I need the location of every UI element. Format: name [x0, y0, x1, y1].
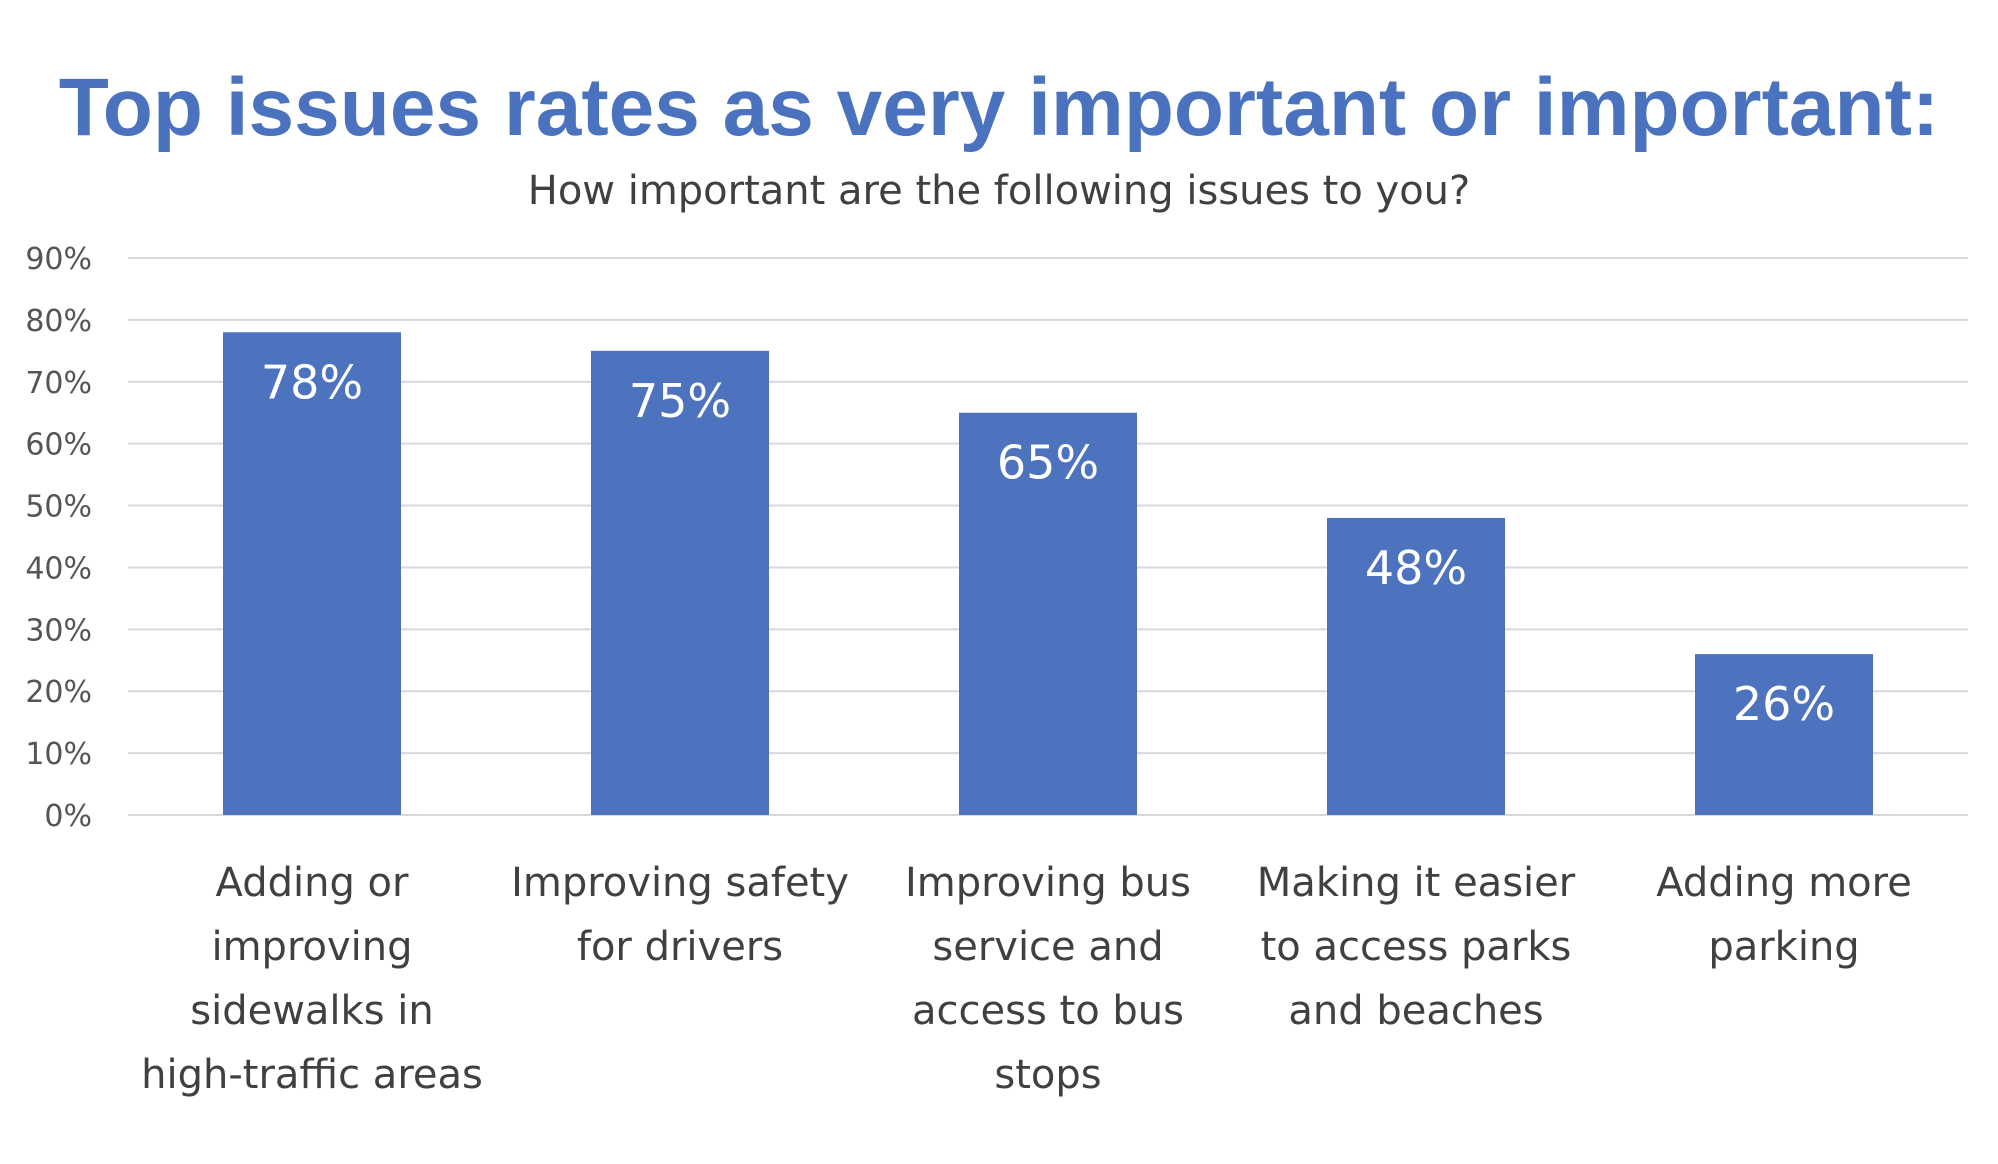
category-label-line: high-traffic areas — [141, 1052, 483, 1098]
y-tick-label: 20% — [25, 675, 92, 710]
y-tick-label: 0% — [44, 799, 92, 834]
category-label: Improving bus service and access to bus sto… — [905, 860, 1191, 1098]
category-labels: Adding or improving sidewalks in high-traff… — [141, 860, 1912, 1098]
y-axis-ticks: 0% 10% 20% 30% 40% 50% 60% 70% 80% 90% — [25, 242, 92, 834]
category-label-line: service and — [932, 924, 1163, 970]
bar — [591, 350, 769, 815]
chart-title: Top issues rates as very important or im… — [58, 62, 1940, 153]
bar — [1695, 654, 1873, 815]
category-label-line: Making it easier — [1257, 860, 1576, 906]
bar — [959, 412, 1137, 815]
y-tick-label: 90% — [25, 242, 92, 277]
y-tick-label: 30% — [25, 613, 92, 648]
data-label: 65% — [997, 436, 1099, 490]
category-label-line: sidewalks in — [190, 988, 433, 1034]
data-label: 78% — [261, 355, 363, 409]
category-label-line: Adding more — [1656, 860, 1912, 906]
y-tick-label: 50% — [25, 490, 92, 525]
category-label: Adding or improving sidewalks in high-traff… — [141, 860, 483, 1098]
category-label-line: access to bus — [912, 988, 1184, 1034]
y-tick-label: 10% — [25, 737, 92, 772]
category-label-line: Improving bus — [905, 860, 1191, 906]
data-label: 75% — [629, 374, 731, 428]
bars — [223, 332, 1873, 815]
category-label: Adding more parking — [1656, 860, 1912, 970]
bar — [223, 332, 401, 815]
category-label-line: to access parks — [1261, 924, 1572, 970]
y-tick-label: 60% — [25, 428, 92, 463]
bar — [1327, 517, 1505, 815]
data-label: 48% — [1365, 541, 1467, 595]
data-label: 26% — [1733, 677, 1835, 731]
data-labels: 78% 75% 65% 48% 26% — [261, 355, 1835, 731]
category-label-line: improving — [211, 924, 412, 970]
category-label-line: Improving safety — [511, 860, 849, 906]
y-tick-label: 70% — [25, 366, 92, 401]
category-label-line: for drivers — [577, 924, 783, 970]
category-label: Improving safety for drivers — [511, 860, 849, 970]
chart-subtitle: How important are the following issues t… — [527, 168, 1471, 214]
y-tick-label: 80% — [25, 304, 92, 339]
category-label-line: stops — [994, 1052, 1101, 1098]
category-label-line: and beaches — [1288, 988, 1543, 1034]
category-label-line: parking — [1708, 924, 1859, 970]
y-tick-label: 40% — [25, 551, 92, 586]
category-label-line: Adding or — [216, 860, 409, 906]
category-label: Making it easier to access parks and beach… — [1257, 860, 1576, 1034]
